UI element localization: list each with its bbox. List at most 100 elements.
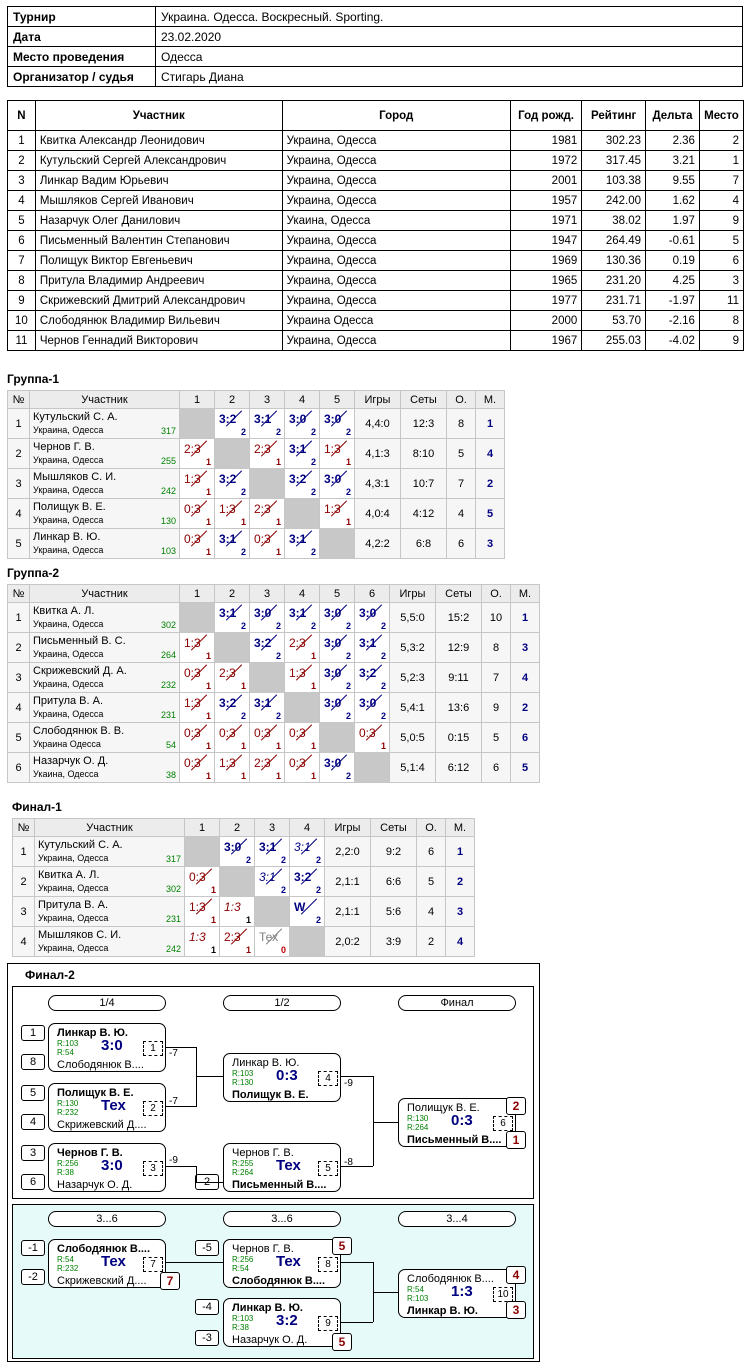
match-cell: 0:3 1 (249, 528, 285, 559)
match-cell: 3:1 2 (214, 528, 250, 559)
plist-header: Место (698, 100, 745, 131)
feed-label: -9 (169, 1155, 178, 1166)
group-row-num: 4 (7, 498, 30, 529)
group-player-name: Скрижевский Д. А. (33, 665, 127, 677)
match-cell: 2:3 1 (249, 438, 285, 469)
group-place: 4 (475, 438, 505, 469)
group-points: 8 (446, 408, 476, 439)
group-player-name: Слободянюк В. В. (33, 725, 125, 737)
match-cell: 3:0 2 (319, 602, 355, 633)
match-cell: 3:0 2 (319, 632, 355, 663)
match-score: 0:3 (254, 532, 271, 546)
group-row: 3 Притула В. А. Украина, Одесса 231 1:3 1 1:3 1… (12, 896, 475, 927)
group-row: 5 Слободянюк В. В. Украина Одесса 54 0:3 1 0:3… (7, 722, 540, 753)
group-place: 4 (445, 926, 475, 957)
match-cell: 3:1 2 (289, 836, 325, 867)
match-cell: 1:3 1 (184, 926, 220, 957)
match-score: 3:0 (101, 1037, 123, 1054)
player-cell: 130.36 (581, 250, 647, 271)
match-cell: 3:1 2 (284, 438, 320, 469)
player-cell: Украина, Одесса (281, 290, 511, 311)
match-score: 0:3 (184, 726, 201, 740)
place-box: 4 (506, 1266, 526, 1284)
info-key: Дата (7, 26, 156, 47)
match-points: 1 (205, 741, 211, 751)
diagonal-cell (214, 632, 250, 663)
group-row: 5 Линкар В. Ю. Украина, Одесса 103 0:3 1 3:1 2 0… (7, 528, 505, 559)
match-points: 1 (205, 547, 211, 557)
final2-frame (7, 963, 540, 1362)
group-player-city: Украина, Одесса (33, 425, 104, 435)
match-cell: 0:3 1 (249, 722, 285, 753)
bracket-match: Чернов Г. В. R:256 R:54 Тех 8 Слободянюк В...… (223, 1239, 341, 1288)
group-games: 2,0:2 (324, 926, 371, 957)
group-row-num: 2 (7, 438, 30, 469)
match-rating-b: R:264 (232, 1168, 254, 1177)
group-player-rating: 38 (165, 770, 176, 780)
group-place: 1 (445, 836, 475, 867)
player-cell: 9 (7, 290, 36, 311)
bracket-match: Чернов Г. В. R:256 R:38 3:0 3 Назарчук О. Д. (48, 1143, 166, 1192)
match-cell: 3:1 2 (249, 408, 285, 439)
match-player-a: Чернов Г. В. (232, 1243, 294, 1255)
match-score: 1:3 (184, 696, 201, 710)
match-cell: 1:3 1 (319, 438, 355, 469)
place-box: 2 (506, 1097, 526, 1115)
player-cell: 255.03 (581, 330, 647, 351)
player-cell: 10 (7, 310, 36, 331)
match-player-a: Слободянюк В.... (57, 1243, 151, 1255)
group-player-rating: 317 (165, 854, 181, 864)
group-player-rating: 130 (160, 516, 176, 526)
group-player-city: Украина, Одесса (38, 853, 109, 863)
match-cell: Тех 0 (254, 926, 290, 957)
group-player-city: Украина, Одесса (33, 709, 104, 719)
match-number: 8 (318, 1257, 338, 1272)
group-sets: 9:11 (435, 662, 482, 693)
match-score: 3:2 (219, 696, 237, 710)
match-score: 3:1 (259, 870, 276, 884)
group-games: 4,4:0 (354, 408, 401, 439)
match-player-b: Слободянюк В.... (232, 1275, 326, 1287)
match-score: 3:2 (289, 472, 307, 486)
match-cell: 0:3 1 (354, 722, 390, 753)
group-player: Чернов Г. В. Украина, Одесса 255 (29, 438, 180, 469)
diagonal-cell (219, 866, 255, 897)
match-rating-b: R:264 (407, 1123, 429, 1132)
group-row-num: 3 (7, 468, 30, 499)
player-cell: -4.02 (645, 330, 700, 351)
player-cell: 6 (698, 250, 745, 271)
feed-label: -9 (344, 1078, 353, 1089)
info-value: Одесса (155, 46, 743, 67)
player-cell: 9 (698, 330, 745, 351)
group-sets: 10:7 (400, 468, 447, 499)
bracket-match: Линкар В. Ю. R:103 R:54 3:0 1 Слободянюк В...… (48, 1023, 166, 1072)
match-score: 1:3 (184, 636, 201, 650)
diagonal-cell (284, 692, 320, 723)
match-points: 2 (275, 651, 281, 661)
connector-line (166, 1166, 196, 1167)
group-points: 5 (446, 438, 476, 469)
group-points: 4 (416, 896, 446, 927)
match-score: 3:0 (324, 606, 342, 620)
match-score: 0:3 (451, 1112, 473, 1129)
group-games: 2,2:0 (324, 836, 371, 867)
group-col-header: О. (446, 390, 476, 409)
player-cell: 1947 (509, 230, 583, 251)
match-points: 1 (240, 771, 246, 781)
plist-header: Город (281, 100, 511, 131)
group-player: Скрижевский Д. А. Украина, Одесса 232 (29, 662, 180, 693)
group-player-rating: 317 (160, 426, 176, 436)
seed-box: 3 (21, 1145, 45, 1161)
seed-box: -4 (195, 1299, 219, 1315)
match-score: 0:3 (359, 726, 376, 740)
match-cell: 3:1 2 (254, 866, 290, 897)
group-col-header: Сеты (435, 584, 482, 603)
group-player-name: Письменный В. С. (33, 635, 126, 647)
group-games: 4,1:3 (354, 438, 401, 469)
seed-box: 8 (21, 1054, 45, 1070)
group-player: Притула В. А. Украина, Одесса 231 (34, 896, 185, 927)
group-player-city: Украина, Одесса (38, 913, 109, 923)
connector-line (166, 1047, 196, 1048)
match-points: 1 (210, 915, 216, 925)
group-player-name: Притула В. А. (38, 899, 109, 911)
